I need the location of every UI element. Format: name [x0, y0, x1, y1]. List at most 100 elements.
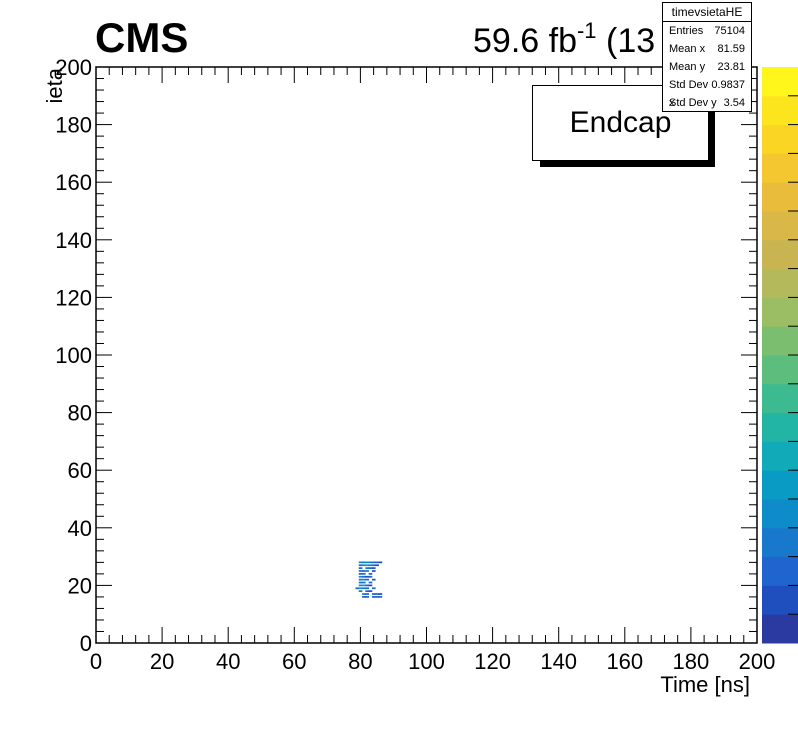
heatmap-cell [371, 593, 376, 595]
y-tick-label: 80 [68, 401, 92, 426]
heatmap-cell [378, 596, 383, 598]
x-tick-label: 40 [216, 649, 240, 674]
heatmap-cell [371, 578, 376, 581]
heatmap-cell [358, 561, 363, 564]
palette-step [762, 412, 798, 442]
heatmap-cell [368, 573, 373, 575]
heatmap-cell [355, 587, 360, 590]
x-tick-label: 180 [673, 649, 710, 674]
y-tick-label: 180 [55, 113, 92, 138]
stats-row-stddev-x: Std Dev x 0.9837 [663, 76, 751, 109]
palette-step [762, 441, 798, 471]
axis-ticks [95, 66, 758, 644]
y-tick-label: 20 [68, 573, 92, 598]
heatmap-cell [365, 596, 369, 598]
heatmap-cell [371, 564, 376, 567]
tick-labels: 0 20 40 60 80 100 120 140 160 180 200 0 20 40 60 80 100 1… [55, 55, 775, 674]
heatmap-cell [358, 567, 363, 569]
stats-value: 3.54 [723, 97, 745, 109]
palette-step [762, 95, 798, 126]
heatmap-cell [358, 564, 363, 567]
palette-step [762, 470, 798, 500]
palette-step [762, 153, 798, 183]
stats-row-mean-x: Mean x 81.59 [663, 40, 751, 58]
heatmap-cell [371, 587, 376, 590]
palette-step [762, 527, 798, 558]
heatmap-cell [365, 590, 369, 593]
x-axis-label: Time [ns] [660, 672, 750, 697]
palette-step [762, 556, 798, 586]
heatmap-cell [371, 561, 376, 564]
heatmap-cell [375, 564, 379, 567]
stats-label: Std Dev y [669, 97, 717, 109]
heatmap-cell [368, 567, 373, 569]
palette-step [762, 67, 798, 97]
heatmap-cell [362, 593, 366, 595]
lumi-exponent: -1 [577, 18, 597, 43]
x-tick-label: 20 [150, 649, 174, 674]
palette-step [762, 614, 798, 644]
stats-row-stddev-y: Std Dev y 3.54 [663, 94, 751, 112]
palette-step [762, 355, 798, 385]
stats-box: timevsietaHE Entries 75104 Mean x 81.59 … [662, 2, 752, 112]
x-tick-label: 80 [348, 649, 372, 674]
heatmap-cell [362, 561, 366, 564]
heatmap-cell [362, 564, 366, 567]
stats-label: Entries [669, 25, 704, 37]
y-tick-label: 100 [55, 343, 92, 368]
x-tick-label: 60 [282, 649, 306, 674]
heatmap-cell [362, 587, 366, 590]
heatmap-cell [365, 570, 369, 572]
heatmap-cell [358, 578, 363, 581]
heatmap-cell [378, 561, 383, 564]
heatmap-cell [365, 593, 369, 595]
heatmap-cell [358, 590, 363, 593]
heatmap-cell [358, 584, 363, 587]
legend-label: Endcap [569, 106, 672, 139]
heatmap-cell [362, 596, 366, 598]
heatmap-cell [365, 561, 369, 564]
heatmap-cell [358, 587, 363, 590]
palette-step [762, 297, 798, 327]
x-tick-label: 120 [474, 649, 511, 674]
heatmap-cell [358, 581, 363, 584]
palette-step [762, 499, 798, 529]
x-tick-label: 100 [408, 649, 445, 674]
heatmap-cell [375, 561, 379, 564]
color-palette [762, 67, 798, 644]
stats-label: Std Dev x [669, 79, 709, 109]
heatmap-cell [362, 573, 366, 575]
stats-label: Mean y [669, 61, 706, 73]
heatmap-cells [355, 561, 383, 598]
heatmap-cell [368, 575, 373, 578]
heatmap-cell [375, 596, 379, 598]
stats-value: 75104 [714, 25, 745, 37]
heatmap-cell [371, 567, 376, 569]
lumi-value: 59.6 fb [473, 22, 577, 60]
stats-value: 23.81 [717, 61, 745, 73]
heatmap-cell [362, 575, 366, 578]
heatmap-cell [358, 570, 363, 572]
palette-step [762, 124, 798, 154]
palette-step [762, 182, 798, 212]
x-tick-label: 160 [606, 649, 643, 674]
heatmap-cell [368, 561, 373, 564]
heatmap-cell [365, 587, 369, 590]
heatmap-cell [365, 567, 369, 569]
stats-title: timevsietaHE [663, 3, 751, 22]
heatmap-cell [362, 578, 366, 581]
y-axis-label: ieta [42, 67, 67, 103]
palette-step [762, 239, 798, 270]
y-tick-label: 160 [55, 170, 92, 195]
heatmap-cell [365, 578, 369, 581]
x-tick-label: 200 [739, 649, 776, 674]
stats-row-entries: Entries 75104 [663, 22, 751, 40]
heatmap-cell [365, 584, 369, 587]
palette-step [762, 211, 798, 241]
y-tick-label: 0 [80, 631, 92, 656]
stats-value: 0.9837 [711, 79, 745, 91]
heatmap-cell [375, 593, 379, 595]
stats-row-mean-y: Mean y 23.81 [663, 58, 751, 76]
y-tick-label: 60 [68, 458, 92, 483]
